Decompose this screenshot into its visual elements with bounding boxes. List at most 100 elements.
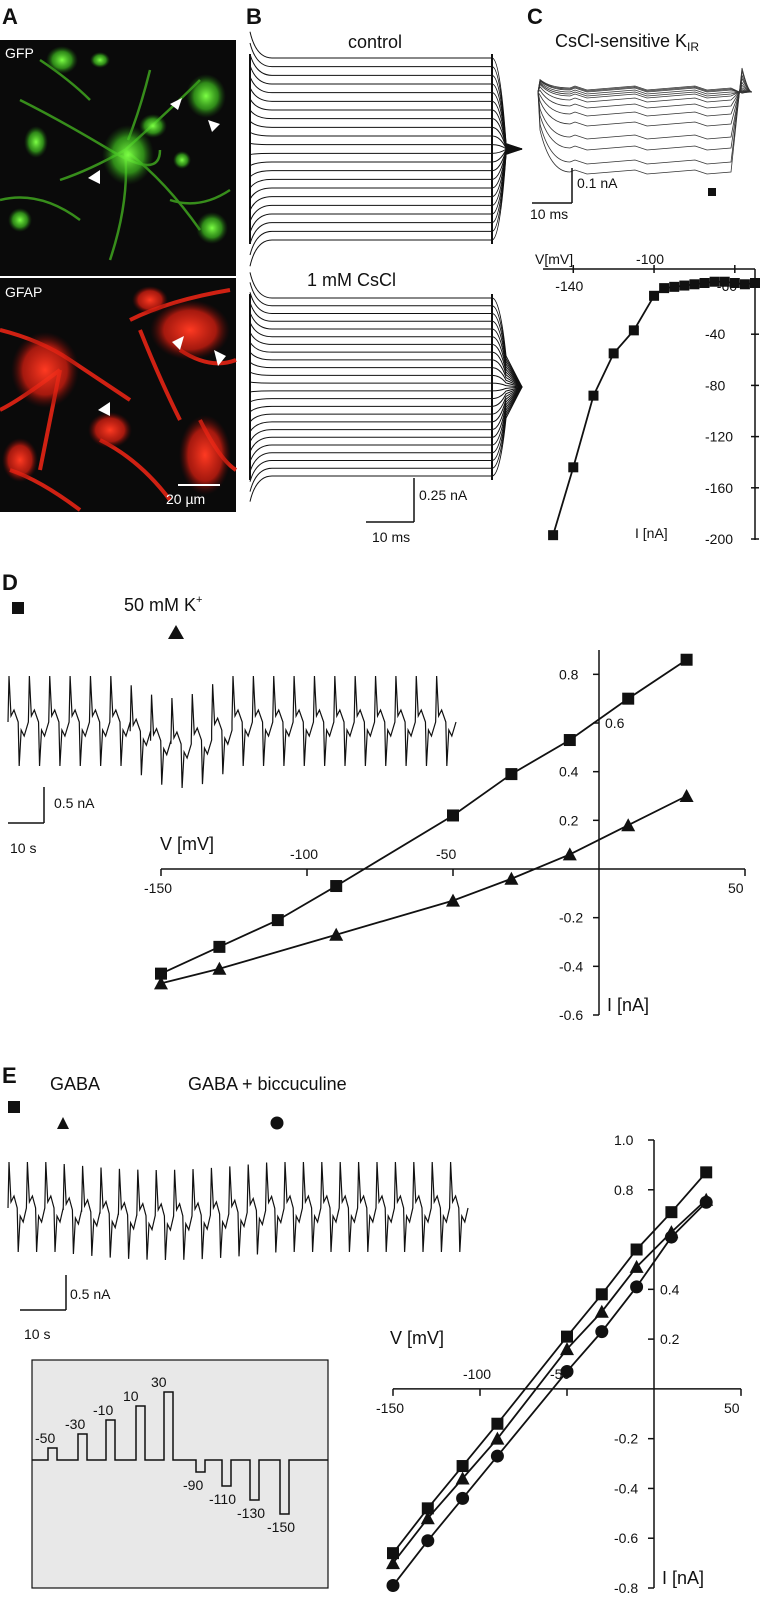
b-cscl-label: 1 mM CsCl	[307, 270, 396, 290]
marker-square	[421, 1502, 434, 1515]
marker-square	[456, 1460, 469, 1473]
b-current-trace	[249, 148, 523, 211]
marker-square	[689, 279, 700, 290]
marker-square	[649, 290, 660, 301]
d-ytick: -0.4	[559, 958, 583, 974]
b-current-trace	[249, 341, 523, 388]
b-control-traces	[249, 31, 523, 267]
e-xlabel: V [mV]	[390, 1328, 444, 1348]
panel-b-letter: B	[246, 4, 262, 29]
protocol-step-label: -110	[209, 1491, 236, 1507]
e-iv-chart: -150-100 -50501.00.80.40.2-0.2-0.4-0.6-0.…	[376, 1132, 742, 1596]
e-ytick: 1.0	[614, 1132, 634, 1148]
b-current-trace	[249, 351, 523, 388]
marker-circle	[595, 1325, 609, 1339]
b-current-trace	[249, 98, 523, 150]
marker-square	[630, 1243, 643, 1256]
c-ytick: -80	[705, 377, 725, 393]
b-current-trace	[249, 312, 523, 388]
marker-triangle	[212, 961, 227, 975]
marker-triangle	[504, 871, 519, 885]
d-scale-time: 10 s	[10, 840, 36, 856]
c-trace	[537, 80, 753, 94]
protocol-step-label: 30	[151, 1374, 167, 1390]
marker-square	[622, 692, 635, 705]
marker-square	[561, 1330, 573, 1343]
protocol-step-label: -130	[237, 1505, 265, 1521]
marker-square	[729, 278, 740, 288]
c-trace	[537, 84, 753, 117]
marker-square	[447, 809, 459, 822]
marker-triangle	[490, 1431, 505, 1445]
c-title-sub: IR	[687, 40, 699, 54]
d-xtick: -150	[144, 880, 172, 896]
b-scale-time: 10 ms	[372, 529, 410, 545]
d-ytick: 0.2	[559, 812, 579, 828]
panel-e-letter: E	[2, 1063, 17, 1088]
b-current-trace	[249, 272, 523, 388]
c-xtick: -100	[636, 251, 664, 267]
e-ytick: -0.4	[614, 1480, 638, 1496]
b-control-label: control	[348, 32, 402, 52]
protocol-step-label: -50	[35, 1430, 55, 1446]
marker-square	[699, 278, 710, 288]
marker-square	[659, 283, 670, 294]
marker-square	[739, 279, 750, 290]
marker-square	[588, 390, 599, 401]
panel-d-letter: D	[2, 570, 18, 595]
gfp-image: GFP	[0, 40, 236, 276]
d-condition: 50 mM K+	[124, 594, 202, 615]
d-xtick: -100	[290, 846, 318, 862]
c-trace-marker	[708, 188, 716, 196]
d-ytick: 0.6	[605, 715, 625, 731]
marker-square	[608, 348, 619, 359]
d-ytick: 0.4	[559, 764, 579, 780]
b-current-trace	[249, 148, 523, 167]
gfp-label: GFP	[5, 45, 34, 61]
c-trace	[537, 78, 753, 94]
e-protocol-inset: -50 -30 -10 10 30 -90 -110-130-150	[31, 1359, 329, 1589]
c-kir-traces	[537, 67, 753, 175]
e-xtick: -150	[376, 1400, 404, 1416]
b-current-trace	[249, 386, 523, 433]
b-current-trace	[249, 42, 523, 150]
e-ytick: -0.8	[614, 1580, 638, 1596]
b-current-trace	[249, 386, 523, 462]
c-xtick: -140	[555, 278, 583, 294]
b-current-trace	[249, 65, 523, 150]
d-series-line	[160, 795, 688, 985]
b-current-trace	[249, 76, 523, 150]
protocol-step-label: -30	[65, 1416, 85, 1432]
marker-square	[271, 914, 284, 927]
c-trace	[537, 81, 753, 127]
b-current-trace	[249, 148, 523, 200]
c-series-line	[552, 280, 756, 536]
b-current-trace	[249, 386, 523, 393]
marker-circle	[421, 1534, 435, 1548]
e-ytick: 0.4	[660, 1281, 680, 1297]
b-current-trace	[249, 131, 523, 150]
b-current-trace	[249, 386, 523, 502]
c-title-main: CsCl-sensitive K	[555, 31, 687, 51]
marker-square	[628, 325, 639, 336]
b-current-trace	[249, 142, 523, 150]
c-ytick: -40	[705, 326, 725, 342]
marker-triangle	[562, 847, 577, 861]
protocol-step-label: -90	[183, 1477, 203, 1493]
e-series-line	[392, 1201, 707, 1587]
c-trace	[537, 77, 753, 140]
marker-square	[595, 1288, 608, 1301]
e-bic-marker	[270, 1116, 284, 1130]
protocol-steps	[32, 1391, 328, 1515]
c-trace	[537, 67, 753, 175]
marker-triangle	[560, 1342, 574, 1356]
marker-square	[491, 1417, 504, 1430]
b-current-trace	[249, 302, 523, 388]
e-ytick: -0.2	[614, 1431, 638, 1447]
b-current-trace	[249, 148, 523, 267]
d-ytick: -0.6	[559, 1007, 583, 1023]
marker-square	[505, 768, 518, 781]
marker-square	[155, 967, 167, 980]
marker-square	[669, 281, 680, 292]
